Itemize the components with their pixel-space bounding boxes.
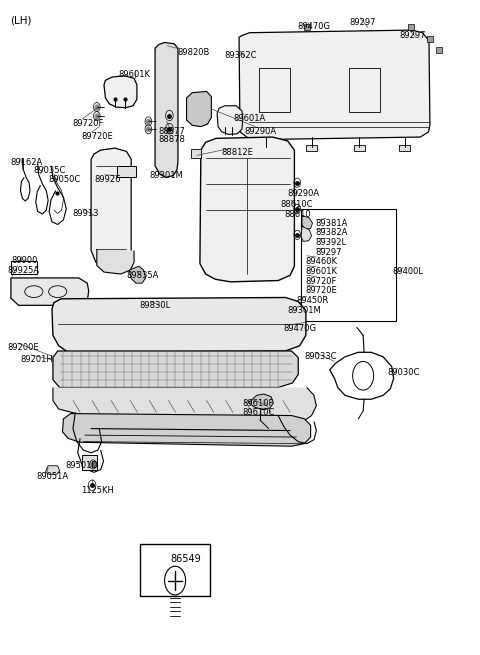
Text: 89835A: 89835A [126, 271, 159, 280]
Polygon shape [45, 466, 60, 474]
Text: 89301M: 89301M [288, 306, 322, 315]
Text: 89450R: 89450R [296, 296, 329, 305]
Text: 89720E: 89720E [82, 132, 113, 141]
Polygon shape [91, 148, 131, 269]
Bar [140, 544, 210, 596]
Bar [192, 149, 201, 158]
Text: 89290A: 89290A [288, 189, 320, 198]
Text: 88877: 88877 [159, 126, 186, 136]
Text: 89720F: 89720F [72, 119, 103, 128]
Text: 89601A: 89601A [233, 113, 265, 122]
Bar [354, 145, 365, 151]
Text: 89033C: 89033C [304, 352, 337, 362]
Polygon shape [53, 351, 298, 388]
Text: 89362C: 89362C [225, 51, 257, 60]
Text: 89382A: 89382A [315, 229, 348, 237]
Text: 89200E: 89200E [7, 343, 39, 352]
Bar [117, 166, 136, 178]
Text: 89290A: 89290A [245, 126, 277, 136]
Text: 89720F: 89720F [306, 276, 337, 286]
Text: 89913: 89913 [72, 209, 98, 218]
Bar [82, 455, 97, 470]
Text: 89720E: 89720E [306, 286, 337, 295]
Polygon shape [129, 266, 145, 283]
Bar [11, 261, 37, 274]
Text: (LH): (LH) [10, 16, 32, 26]
Text: 89201H: 89201H [21, 355, 53, 364]
Text: 89820B: 89820B [177, 48, 209, 58]
Text: 89470G: 89470G [297, 22, 330, 31]
Text: 89926: 89926 [95, 175, 121, 184]
Text: 89470G: 89470G [283, 324, 316, 333]
Text: 89051A: 89051A [36, 472, 69, 481]
Text: 89501D: 89501D [66, 461, 99, 470]
Polygon shape [249, 394, 274, 409]
Polygon shape [301, 227, 312, 242]
Text: 88878: 88878 [159, 135, 186, 144]
Text: 89297: 89297 [400, 31, 426, 41]
Text: 89830L: 89830L [140, 301, 171, 310]
Bar [349, 68, 380, 112]
Text: 89601K: 89601K [306, 267, 338, 276]
Polygon shape [97, 250, 134, 274]
Bar [306, 145, 317, 151]
Text: 89610C: 89610C [242, 408, 275, 417]
Text: 89381A: 89381A [315, 219, 348, 227]
Bar [259, 68, 290, 112]
Bar [399, 145, 410, 151]
Text: 89030C: 89030C [387, 368, 420, 377]
Text: 86549: 86549 [171, 555, 202, 565]
Text: 89460K: 89460K [306, 257, 338, 266]
Text: 89297: 89297 [315, 248, 342, 257]
Text: 89601K: 89601K [118, 70, 150, 79]
Polygon shape [302, 215, 312, 230]
Bar [261, 145, 272, 151]
Text: 89400L: 89400L [393, 267, 424, 276]
Text: 89301M: 89301M [149, 171, 183, 180]
Text: 89392L: 89392L [315, 238, 347, 247]
Text: 89162A: 89162A [10, 158, 42, 167]
Text: 89900: 89900 [11, 255, 37, 265]
Polygon shape [187, 92, 211, 126]
Text: 88610C: 88610C [281, 200, 313, 210]
Polygon shape [52, 297, 306, 352]
Text: 88812E: 88812E [221, 148, 253, 157]
Polygon shape [239, 30, 430, 140]
Text: 1125KH: 1125KH [81, 486, 113, 495]
Polygon shape [62, 413, 311, 446]
Polygon shape [200, 137, 294, 282]
Text: 89610F: 89610F [242, 400, 274, 408]
Text: 89297: 89297 [350, 18, 376, 27]
Bar [301, 209, 396, 321]
Text: 89925A: 89925A [7, 265, 39, 274]
Polygon shape [155, 43, 178, 178]
Polygon shape [217, 105, 243, 134]
Polygon shape [11, 278, 89, 305]
Text: 89035C: 89035C [34, 166, 66, 175]
Polygon shape [104, 76, 137, 107]
Polygon shape [53, 388, 316, 428]
Text: 89050C: 89050C [48, 175, 81, 184]
Text: 88610: 88610 [285, 210, 312, 219]
